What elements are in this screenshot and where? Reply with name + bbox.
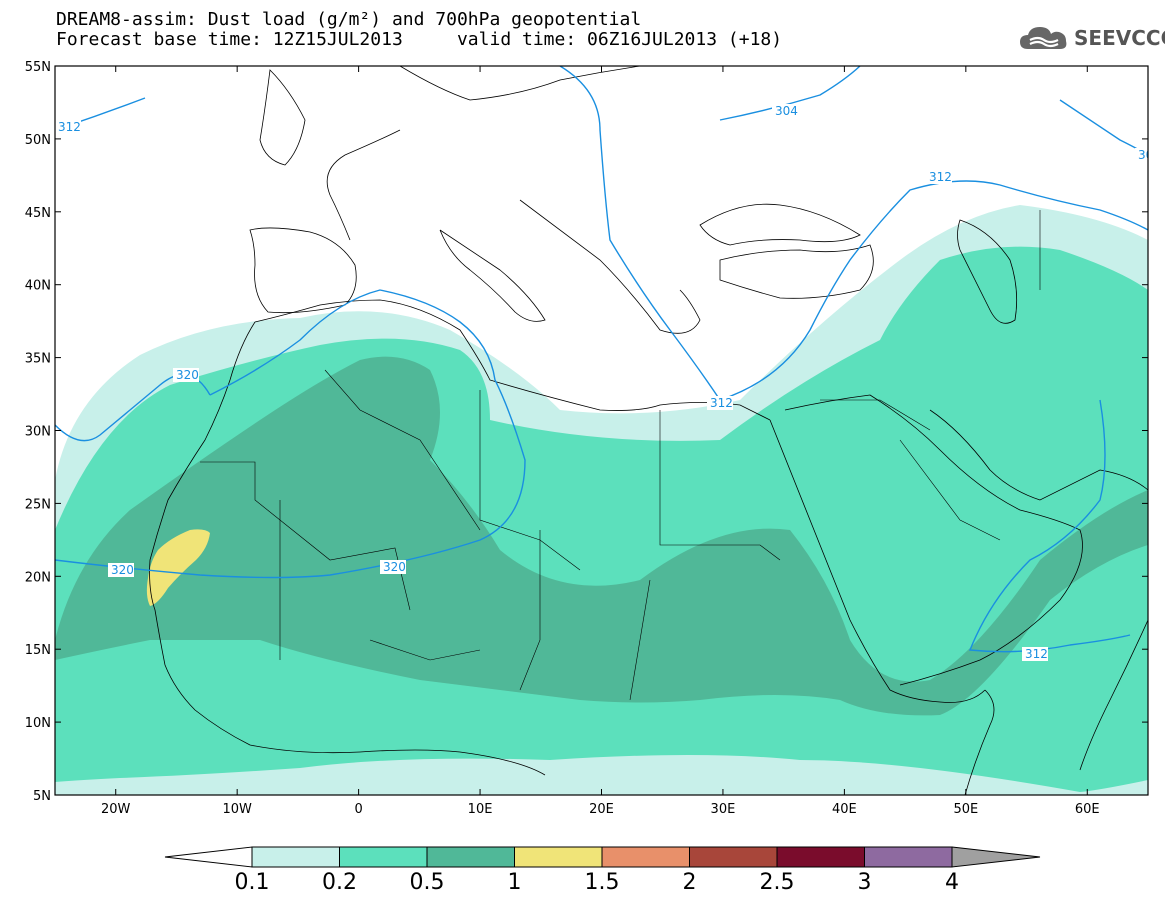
dust-field-0.5-1 [55,356,1148,716]
seevccc-logo: SEEVCCC [1018,24,1165,52]
lat-label-10n: 10N [25,716,51,731]
colorbar-label: 2 [683,870,697,895]
colorbar-label: 0.2 [322,870,357,895]
lat-label-40n: 40N [25,279,51,294]
contour-label-30-edge: 30 [1135,148,1153,162]
lat-label-25n: 25N [25,497,51,512]
colorbar-swatch [601,846,690,868]
svg-text:320: 320 [111,563,134,577]
coastline-france [326,129,401,241]
contour-304-east-europe [559,66,721,401]
colorbar-over-arrow [951,846,1041,868]
lon-label-40e: 40E [832,802,857,817]
contour-label-312-arabian-sea: 312 [1022,647,1048,661]
contour-label-320-niger: 320 [380,560,406,574]
contour-304-north [719,66,861,121]
colorbar-label: 0.5 [410,870,445,895]
longitude-axis: 20W 10W 0 10E 20E 30E 40E 50E 60E [101,66,1100,817]
colorbar-swatch [426,846,515,868]
colorbar-label: 2.5 [760,870,795,895]
lon-label-10w: 10W [222,802,252,817]
colorbar-swatch [776,846,865,868]
latitude-axis: 55N 50N 45N 40N 35N 30N 25N 20N 15N 10N 5N [25,60,1148,804]
svg-text:312: 312 [58,120,81,134]
svg-text:312: 312 [710,396,733,410]
colorbar-swatch [251,846,340,868]
coastline-scandinavia [399,66,641,101]
lon-label-10e: 10E [468,802,493,817]
svg-text:304: 304 [775,104,798,118]
lat-label-45n: 45N [25,206,51,221]
coastline-italy [439,229,546,322]
colorbar-swatch [514,846,603,868]
svg-text:312: 312 [929,170,952,184]
coastline-turkey [719,244,874,299]
dust-field-1-1.5 [146,529,210,606]
coastline-persian-gulf [929,409,1148,501]
lon-label-20e: 20E [589,802,614,817]
colorbar-label: 0.1 [235,870,270,895]
contour-312-arabia [969,399,1131,653]
contour-label-312-caspian: 312 [926,170,952,184]
lat-label-30n: 30N [25,425,51,440]
colorbar-swatch [864,846,953,868]
lat-label-50n: 50N [25,133,51,148]
svg-text:320: 320 [176,368,199,382]
colorbar-under-arrow [164,846,253,868]
lat-label-35n: 35N [25,352,51,367]
coastline-balkans [519,199,701,334]
lon-label-60e: 60E [1075,802,1100,817]
colorbar: 0.1 0.2 0.5 1 1.5 2 2.5 3 4 [164,846,1041,895]
lon-label-20w: 20W [101,802,131,817]
colorbar-label: 3 [858,870,872,895]
coastline-britain [259,69,306,166]
map-area: 312 304 312 30 320 312 320 320 312 [55,66,1153,795]
coastlines [149,66,1148,795]
lat-label-5n: 5N [33,789,51,804]
lon-label-50e: 50E [953,802,978,817]
contour-label-312-egypt: 312 [707,396,733,410]
colorbar-swatch [689,846,778,868]
svg-text:30: 30 [1138,148,1153,162]
coastline-horn [964,689,995,795]
coastline-africa-west [149,321,546,776]
logo-text: SEEVCCC [1074,26,1165,50]
forecast-times: Forecast base time: 12Z15JUL2013 valid t… [56,29,783,50]
lat-label-55n: 55N [25,60,51,75]
coastline-arabia [784,394,1083,686]
svg-text:320: 320 [383,560,406,574]
contour-label-320-west: 320 [108,563,134,577]
lon-label-30e: 30E [711,802,736,817]
lat-label-20n: 20N [25,570,51,585]
coastline-east-africa [1079,619,1148,771]
svg-text:312: 312 [1025,647,1048,661]
coastline-caspian [957,219,1018,324]
lat-label-15n: 15N [25,643,51,658]
contour-labels: 312 304 312 30 320 312 320 320 312 [55,104,1153,661]
borders [200,210,1041,701]
contour-312-levant [719,180,1148,401]
colorbar-swatch [339,846,428,868]
dust-fields [55,205,1148,795]
coastline-black-sea [699,203,861,246]
contour-312-med [55,289,526,579]
cloud-icon [1020,27,1067,49]
colorbar-label: 1.5 [585,870,620,895]
contour-label-304-east-europe: 304 [772,104,798,118]
geopotential-contours [55,66,1148,653]
contour-label-320-canaries: 320 [173,368,199,382]
lon-label-0: 0 [354,802,362,817]
coastline-red-sea [769,419,986,703]
contour-label-312-atlantic: 312 [55,120,81,134]
chart-title: DREAM8-assim: Dust load (g/m²) and 700hP… [56,9,642,30]
colorbar-label: 4 [945,870,959,895]
colorbar-label: 1 [508,870,522,895]
